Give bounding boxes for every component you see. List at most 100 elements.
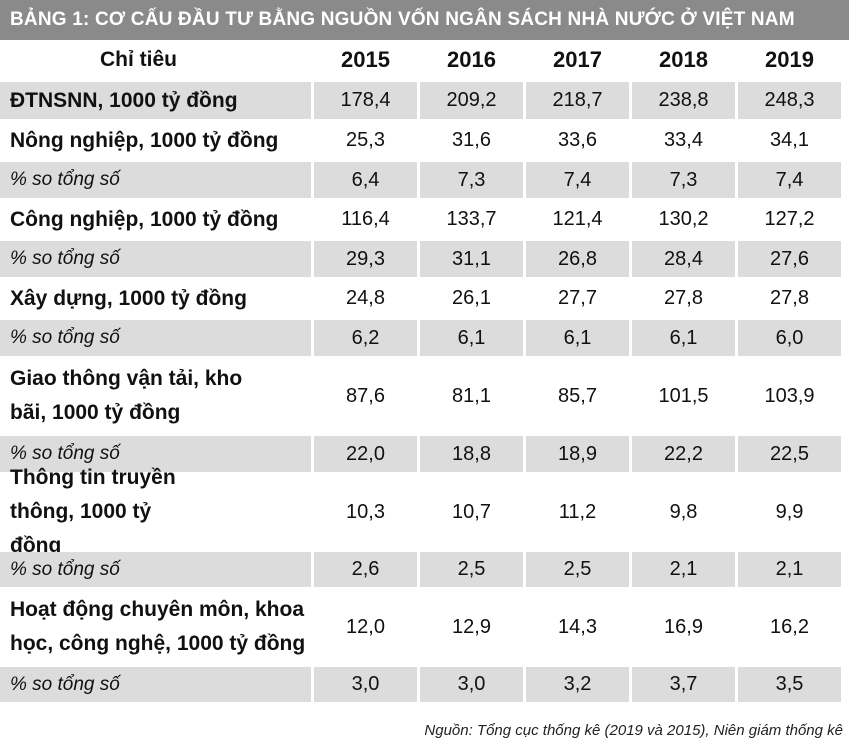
value-cell-2019: 34,1 — [735, 122, 841, 159]
value-cell-2019: 27,6 — [735, 241, 841, 277]
table-title: BẢNG 1: CƠ CẤU ĐẦU TƯ BẰNG NGUỒN VỐN NGÂ… — [0, 0, 849, 40]
value-cell-2019: 2,1 — [735, 552, 841, 587]
value-cell-2016: 133,7 — [417, 201, 523, 238]
table-body: ĐTNSNN, 1000 tỷ đồng 178,4 209,2 218,7 238,8… — [0, 82, 849, 705]
value-cell-2019: 16,2 — [735, 590, 841, 664]
row-label: % so tổng số — [0, 552, 311, 587]
value-cell-2019: 9,9 — [735, 475, 841, 549]
row-label: % so tổng số — [0, 241, 311, 277]
row-label: Công nghiệp, 1000 tỷ đồng — [0, 201, 311, 238]
row-label: % so tổng số — [0, 162, 311, 198]
value-cell-2017: 11,2 — [523, 475, 629, 549]
row-label: % so tổng số — [0, 436, 311, 472]
header-year-2017: 2017 — [523, 40, 629, 79]
value-cell-2016: 31,1 — [417, 241, 523, 277]
row-label: Thông tin truyền thông, 1000 tỷ đồng — [0, 466, 311, 557]
value-cell-2016: 12,9 — [417, 590, 523, 664]
value-cell-2018: 33,4 — [629, 122, 735, 159]
table-row: Công nghiệp, 1000 tỷ đồng 116,4 133,7 121,4… — [0, 201, 849, 241]
table-row: % so tổng số 29,3 31,1 26,8 28,4 27,6 — [0, 241, 849, 280]
table-row: Nông nghiệp, 1000 tỷ đồng 25,3 31,6 33,6 33,… — [0, 122, 849, 162]
value-cell-2015: 24,8 — [311, 280, 417, 317]
value-cell-2015: 6,2 — [311, 320, 417, 356]
table-row: % so tổng số 6,2 6,1 6,1 6,1 6,0 — [0, 320, 849, 359]
header-year-2019: 2019 — [735, 40, 841, 79]
value-cell-2019: 27,8 — [735, 280, 841, 317]
row-label-text: % so tổng số — [10, 169, 120, 190]
value-cell-2016: 81,1 — [417, 359, 523, 433]
value-cell-2015: 25,3 — [311, 122, 417, 159]
value-cell-2015: 3,0 — [311, 667, 417, 702]
row-label-text: ĐTNSNN, 1000 tỷ đồng — [10, 88, 238, 112]
header-indicator: Chỉ tiêu — [100, 47, 177, 71]
value-cell-2019: 7,4 — [735, 162, 841, 198]
value-cell-2018: 2,1 — [629, 552, 735, 587]
value-cell-2017: 121,4 — [523, 201, 629, 238]
value-cell-2019: 22,5 — [735, 436, 841, 472]
value-cell-2016: 2,5 — [417, 552, 523, 587]
value-cell-2018: 7,3 — [629, 162, 735, 198]
value-cell-2015: 178,4 — [311, 82, 417, 119]
value-cell-2017: 27,7 — [523, 280, 629, 317]
value-cell-2016: 10,7 — [417, 475, 523, 549]
value-cell-2019: 248,3 — [735, 82, 841, 119]
value-cell-2018: 9,8 — [629, 475, 735, 549]
value-cell-2018: 27,8 — [629, 280, 735, 317]
value-cell-2017: 3,2 — [523, 667, 629, 702]
value-cell-2017: 18,9 — [523, 436, 629, 472]
value-cell-2015: 116,4 — [311, 201, 417, 238]
row-label-text: % so tổng số — [10, 558, 120, 580]
value-cell-2018: 130,2 — [629, 201, 735, 238]
value-cell-2016: 31,6 — [417, 122, 523, 159]
value-cell-2018: 22,2 — [629, 436, 735, 472]
value-cell-2017: 218,7 — [523, 82, 629, 119]
table-row: Hoạt động chuyên môn, khoa học, công ngh… — [0, 590, 849, 667]
row-label-text: % so tổng số — [10, 673, 120, 695]
row-label: Giao thông vận tải, kho bãi, 1000 tỷ đồn… — [0, 359, 311, 433]
value-cell-2018: 28,4 — [629, 241, 735, 277]
row-label: % so tổng số — [0, 667, 311, 702]
table-row: ĐTNSNN, 1000 tỷ đồng 178,4 209,2 218,7 238,8… — [0, 82, 849, 122]
row-label: % so tổng số — [0, 320, 311, 356]
value-cell-2015: 6,4 — [311, 162, 417, 198]
value-cell-2018: 3,7 — [629, 667, 735, 702]
value-cell-2017: 14,3 — [523, 590, 629, 664]
row-label-text: % so tổng số — [10, 327, 120, 348]
value-cell-2016: 7,3 — [417, 162, 523, 198]
row-label: Nông nghiệp, 1000 tỷ đồng — [0, 122, 311, 159]
header-year-2016: 2016 — [417, 40, 523, 79]
value-cell-2017: 7,4 — [523, 162, 629, 198]
value-cell-2019: 6,0 — [735, 320, 841, 356]
value-cell-2018: 16,9 — [629, 590, 735, 664]
table-row: % so tổng số 6,4 7,3 7,4 7,3 7,4 — [0, 162, 849, 201]
row-label-text: Nông nghiệp, 1000 tỷ đồng — [10, 128, 279, 152]
value-cell-2018: 6,1 — [629, 320, 735, 356]
value-cell-2016: 209,2 — [417, 82, 523, 119]
value-cell-2017: 85,7 — [523, 359, 629, 433]
row-label: Hoạt động chuyên môn, khoa học, công ngh… — [0, 590, 311, 664]
value-cell-2019: 127,2 — [735, 201, 841, 238]
data-table: Chỉ tiêu 2015 2016 2017 2018 2019 ĐTNSNN… — [0, 40, 849, 705]
value-cell-2016: 6,1 — [417, 320, 523, 356]
row-label-text: % so tổng số — [10, 248, 120, 269]
value-cell-2017: 6,1 — [523, 320, 629, 356]
value-cell-2018: 238,8 — [629, 82, 735, 119]
table-row: % so tổng số 2,6 2,5 2,5 2,1 2,1 — [0, 552, 849, 590]
value-cell-2016: 26,1 — [417, 280, 523, 317]
value-cell-2018: 101,5 — [629, 359, 735, 433]
header-year-2015: 2015 — [311, 40, 417, 79]
row-label-text: Công nghiệp, 1000 tỷ đồng — [10, 207, 279, 231]
table-row: Giao thông vận tải, kho bãi, 1000 tỷ đồn… — [0, 359, 849, 436]
table-row: % so tổng số 3,0 3,0 3,2 3,7 3,5 — [0, 667, 849, 705]
value-cell-2019: 3,5 — [735, 667, 841, 702]
value-cell-2016: 3,0 — [417, 667, 523, 702]
header-year-2018: 2018 — [629, 40, 735, 79]
value-cell-2017: 33,6 — [523, 122, 629, 159]
table-row: % so tổng số 22,0 18,8 18,9 22,2 22,5 — [0, 436, 849, 475]
value-cell-2015: 22,0 — [311, 436, 417, 472]
row-label: Xây dựng, 1000 tỷ đồng — [0, 280, 311, 317]
value-cell-2015: 29,3 — [311, 241, 417, 277]
table-header-row: Chỉ tiêu 2015 2016 2017 2018 2019 — [0, 40, 849, 82]
row-label-text: % so tổng số — [10, 443, 120, 464]
table-row: Xây dựng, 1000 tỷ đồng 24,8 26,1 27,7 27,8 27… — [0, 280, 849, 320]
